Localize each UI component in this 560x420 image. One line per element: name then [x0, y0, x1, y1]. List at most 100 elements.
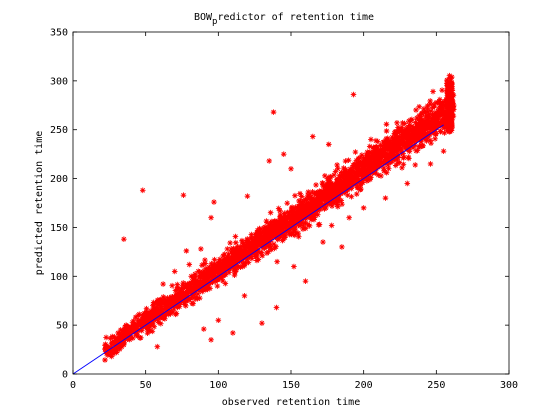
scatter-point [183, 248, 190, 254]
scatter-point [280, 151, 287, 157]
scatter-point [354, 163, 360, 170]
scatter-point [422, 114, 429, 120]
scatter-point [102, 342, 108, 349]
scatter-point [372, 154, 379, 160]
scatter-point [292, 232, 298, 239]
scatter-point [197, 287, 204, 293]
scatter-point [288, 230, 295, 237]
scatter-point [384, 143, 391, 150]
scatter-point [386, 159, 392, 165]
scatter-point [261, 232, 268, 238]
scatter-point [305, 208, 312, 215]
scatter-point [449, 74, 455, 80]
scatter-point [192, 273, 198, 279]
scatter-point [137, 334, 144, 341]
scatter-point [227, 240, 233, 246]
scatter-point [234, 262, 241, 269]
scatter-point [400, 150, 406, 157]
scatter-point [273, 304, 280, 311]
scatter-point [328, 191, 335, 197]
scatter-point [410, 127, 417, 134]
scatter-point [395, 145, 401, 152]
scatter-point [319, 188, 325, 195]
scatter-point [365, 162, 371, 169]
scatter-point [395, 154, 401, 161]
scatter-point [208, 214, 214, 221]
scatter-point [161, 296, 168, 302]
scatter-point [377, 142, 384, 149]
scatter-point [339, 244, 345, 250]
scatter-point [198, 279, 204, 285]
scatter-point [428, 140, 434, 147]
scatter-point [302, 219, 309, 226]
scatter-point [439, 99, 446, 106]
scatter-point [364, 149, 371, 155]
scatter-point [399, 120, 406, 126]
scatter-point [267, 209, 274, 216]
scatter-point [384, 135, 391, 142]
scatter-point [433, 99, 439, 106]
scatter-point [355, 185, 361, 191]
scatter-point [297, 199, 304, 205]
scatter-point [157, 301, 164, 307]
scatter-point [119, 327, 125, 334]
scatter-point [248, 253, 254, 260]
scatter-point [249, 255, 255, 262]
scatter-point [151, 313, 158, 319]
scatter-point [240, 247, 247, 254]
scatter-point [338, 169, 345, 176]
scatter-point [234, 243, 241, 250]
scatter-point [437, 96, 443, 103]
scatter-point [388, 147, 395, 154]
scatter-point [325, 194, 332, 201]
scatter-point [373, 137, 379, 144]
scatter-point [292, 226, 299, 232]
scatter-point [409, 137, 415, 143]
scatter-point [290, 228, 297, 235]
scatter-point [275, 205, 282, 212]
scatter-point [171, 306, 177, 312]
scatter-point [302, 278, 309, 284]
scatter-point [424, 134, 431, 141]
scatter-point [196, 269, 203, 275]
scatter-point [145, 311, 152, 317]
scatter-point [277, 207, 283, 214]
scatter-point [419, 133, 426, 140]
scatter-point [417, 144, 423, 150]
scatter-point [228, 250, 235, 256]
scatter-point [418, 117, 424, 124]
scatter-point [428, 108, 434, 114]
scatter-point [135, 312, 142, 319]
scatter-point [384, 139, 390, 146]
scatter-point [143, 308, 150, 315]
scatter-point [383, 121, 390, 128]
scatter-point [317, 198, 324, 204]
scatter-point [263, 233, 270, 240]
scatter-point [118, 344, 125, 350]
scatter-point [407, 134, 414, 141]
scatter-point [430, 101, 437, 108]
scatter-point [421, 130, 427, 137]
scatter-point [282, 233, 288, 239]
scatter-point [169, 282, 175, 289]
scatter-point [322, 189, 329, 196]
scatter-point [295, 210, 302, 216]
scatter-point [380, 148, 387, 155]
y-tick-label: 350 [50, 28, 68, 39]
scatter-point [225, 254, 232, 261]
scatter-point [231, 258, 237, 265]
scatter-point [186, 282, 193, 288]
scatter-point [198, 283, 204, 289]
scatter-point [196, 295, 203, 301]
scatter-point [248, 231, 255, 238]
scatter-point [250, 242, 257, 249]
scatter-point [445, 116, 452, 122]
scatter-point [310, 133, 316, 140]
scatter-point [414, 147, 421, 154]
scatter-point [262, 229, 269, 235]
scatter-point [412, 142, 418, 149]
scatter-point [325, 186, 332, 193]
scatter-point [195, 268, 202, 275]
scatter-point [294, 205, 301, 211]
